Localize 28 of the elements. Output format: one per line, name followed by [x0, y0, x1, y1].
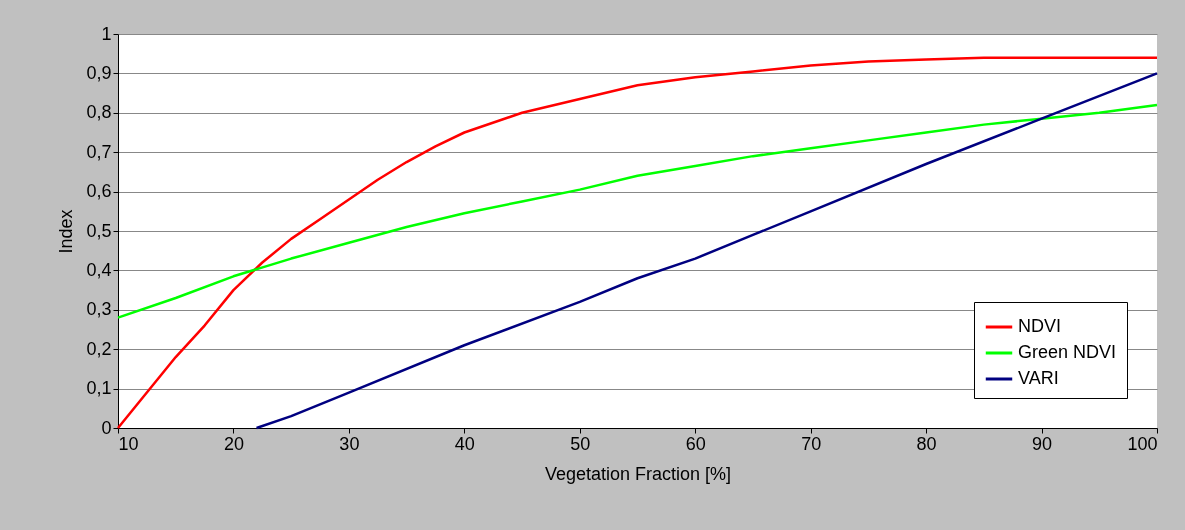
- y-tick-label: 0,6: [86, 181, 112, 202]
- x-tick-label: 10: [118, 433, 139, 454]
- y-tick-label: 0,8: [86, 102, 112, 123]
- legend-label: Green NDVI: [1018, 342, 1117, 362]
- y-tick-label: 0,4: [86, 259, 112, 280]
- x-tick-label: 70: [801, 433, 822, 454]
- x-tick-label: 30: [339, 433, 360, 454]
- y-tick-label: 1: [101, 23, 112, 44]
- line-series: [255, 72, 1159, 430]
- x-tick-label: 60: [685, 433, 706, 454]
- line-series: [116, 103, 1159, 319]
- x-tick-label: 50: [570, 433, 591, 454]
- y-axis-title: Index: [56, 209, 77, 254]
- x-tick-label: 100: [1127, 433, 1158, 454]
- y-tick-label: 0,7: [86, 141, 112, 162]
- y-tick-label: 0,3: [86, 299, 112, 320]
- x-tick-label: 80: [916, 433, 937, 454]
- x-axis-title: Vegetation Fraction [%]: [544, 463, 732, 484]
- x-tick-label: 40: [454, 433, 475, 454]
- y-tick-label: 0,5: [86, 220, 112, 241]
- x-tick-label: 90: [1032, 433, 1053, 454]
- y-tick-label: 0,1: [86, 378, 112, 399]
- legend-label: NDVI: [1018, 316, 1062, 336]
- y-tick-label: 0,2: [86, 338, 112, 359]
- y-tick-label: 0,9: [86, 62, 112, 83]
- x-tick-label: 20: [223, 433, 244, 454]
- legend-label: VARI: [1018, 368, 1059, 388]
- y-tick-label: 0: [101, 417, 112, 438]
